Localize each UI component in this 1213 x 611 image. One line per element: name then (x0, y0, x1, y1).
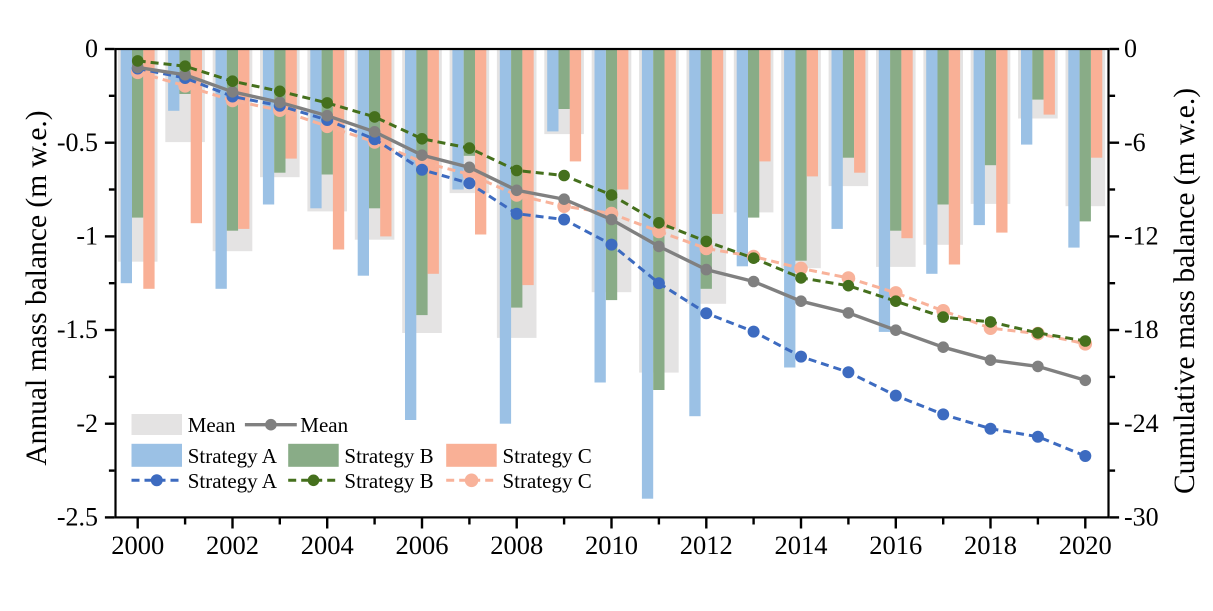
svg-text:Mean: Mean (188, 413, 236, 437)
svg-text:Strategy B: Strategy B (344, 469, 433, 493)
svg-text:2002: 2002 (206, 530, 259, 560)
svg-text:2012: 2012 (680, 530, 733, 560)
svg-text:-1.5: -1.5 (57, 315, 98, 344)
svg-text:Cumulative mass balance (m w.e: Cumulative mass balance (m w.e.) (1169, 88, 1201, 494)
svg-text:2016: 2016 (869, 530, 922, 560)
svg-text:Annual mass balance (m w.e.): Annual mass balance (m w.e.) (21, 110, 53, 465)
svg-text:-2: -2 (76, 409, 98, 438)
svg-text:0: 0 (1124, 34, 1137, 63)
svg-text:-18: -18 (1124, 315, 1159, 344)
svg-text:Strategy A: Strategy A (188, 469, 278, 493)
svg-text:2020: 2020 (1059, 530, 1112, 560)
svg-text:2010: 2010 (585, 530, 638, 560)
svg-text:2014: 2014 (775, 530, 828, 560)
svg-text:Strategy C: Strategy C (503, 469, 592, 493)
svg-text:0: 0 (85, 34, 98, 63)
svg-text:2008: 2008 (490, 530, 543, 560)
svg-text:Strategy A: Strategy A (188, 444, 278, 468)
svg-text:-12: -12 (1124, 222, 1159, 251)
svg-text:-6: -6 (1124, 128, 1146, 157)
svg-text:-2.5: -2.5 (57, 503, 98, 532)
svg-text:Mean: Mean (300, 413, 348, 437)
svg-text:-1: -1 (76, 222, 98, 251)
svg-text:Strategy C: Strategy C (503, 444, 592, 468)
svg-text:2018: 2018 (964, 530, 1017, 560)
svg-text:2000: 2000 (111, 530, 164, 560)
svg-text:Strategy B: Strategy B (344, 444, 433, 468)
svg-text:-30: -30 (1124, 503, 1159, 532)
svg-text:2006: 2006 (396, 530, 449, 560)
svg-text:-0.5: -0.5 (57, 128, 98, 157)
svg-text:-24: -24 (1124, 409, 1159, 438)
svg-text:2004: 2004 (301, 530, 354, 560)
